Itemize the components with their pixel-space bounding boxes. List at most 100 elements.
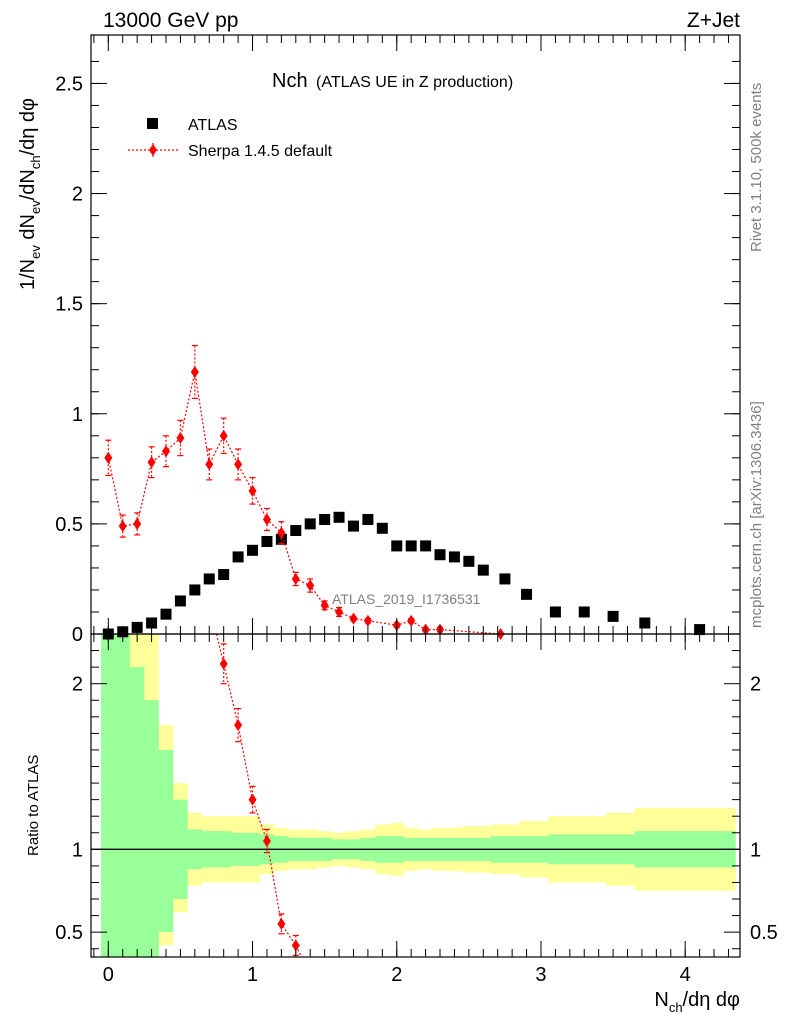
atlas-data-point [362,513,374,525]
mcplots-label: mcplots.cern.ch [arXiv:1306.3436] [748,401,765,628]
ratio-sherpa-line [215,633,303,958]
main-panel-marks [102,344,706,640]
atlas-data-point [146,617,158,629]
atlas-data-point [203,573,215,585]
atlas-data-point [420,540,432,552]
sherpa-data-point [248,484,257,497]
plot-title-main: Nch [272,70,308,92]
legend-sherpa-label: Sherpa 1.4.5 default [188,143,333,160]
atlas-data-point [477,564,489,576]
atlas-data-point [376,522,388,534]
ratio-uncertainty-bands [91,634,740,957]
xtick-label: 4 [680,964,691,986]
legend-atlas-label: ATLAS [188,117,238,134]
atlas-data-point [247,544,259,556]
sherpa-data-point [118,520,127,533]
atlas-data-point [639,617,651,629]
ratio-panel-marks [215,633,303,958]
atlas-data-point [160,608,172,620]
axes: 0 0.5 1 1.5 2 2.5 0 1 2 3 4 0.5 0.5 1 1 2 2 [55,34,778,986]
atlas-data-point [463,555,475,567]
ratio-ytick-label: 2 [72,674,83,696]
sherpa-data-point [147,456,156,469]
atlas-data-point [549,606,561,618]
ratio-ylabel: Ratio to ATLAS [25,755,42,856]
xtick-label: 1 [247,964,258,986]
sherpa-data-point [407,614,416,627]
xtick-label: 2 [391,964,402,986]
xlabel-sub: ch [669,1000,683,1015]
ratio-band-inner [101,634,736,957]
atlas-data-point [578,606,590,618]
main-ylabel-mid2: /dN [17,169,39,200]
atlas-data-point [405,540,417,552]
main-ytick-label: 2.5 [55,73,83,95]
atlas-data-point [304,518,316,530]
sherpa-data-point [320,599,329,612]
sherpa-data-point [363,614,372,627]
ratio-sherpa-point [277,917,286,930]
header-energy: 13000 GeV pp [103,9,238,32]
atlas-data-point [347,520,359,532]
sherpa-data-point [306,579,315,592]
sherpa-data-point [349,612,358,625]
atlas-data-point [333,511,345,523]
atlas-data-point [434,549,446,561]
sherpa-data-point [205,458,214,471]
atlas-data-point [232,551,244,563]
sherpa-data-point [234,458,243,471]
atlas-data-point [261,536,273,548]
sherpa-data-point [291,572,300,585]
ratio-sherpa-point [248,793,257,806]
ratio-sherpa-point [234,719,243,732]
main-ylabel-sub3: ch [28,155,43,169]
header-process: Z+Jet [687,9,740,32]
sherpa-data-point [104,451,113,464]
ratio-band-outer [101,634,736,957]
sherpa-data-point [335,605,344,618]
sherpa-data-point [277,526,286,539]
sherpa-data-point [161,445,170,458]
analysis-watermark: ATLAS_2019_I1736531 [332,591,481,607]
xlabel-main: N [654,989,668,1011]
main-ytick-label: 0.5 [55,514,83,536]
xtick-label: 3 [535,964,546,986]
ratio-sherpa-point [262,835,271,848]
sherpa-data-point [176,432,185,445]
ratio-ytick-label: 0.5 [55,922,83,944]
main-ylabel-sub1: ev [28,245,43,259]
atlas-data-point [499,573,511,585]
legend-sherpa-marker [149,144,157,156]
ratio-ytick-label-right: 1 [750,839,761,861]
atlas-data-point [521,588,533,600]
xlabel: Nch/dη dφ [654,989,740,1015]
xtick-label: 0 [103,964,114,986]
main-ylabel-sub2: ev [28,200,43,214]
ratio-sherpa-point [219,657,228,670]
ratio-frame [90,633,741,958]
sherpa-data-point [219,429,228,442]
plot-title: Nch (ATLAS UE in Z production) [272,70,513,92]
main-ylabel-mid: dN [17,214,39,245]
rivet-label: Rivet 3.1.10, 500k events [748,83,765,252]
legend: ATLAS Sherpa 1.4.5 default [128,117,333,160]
sherpa-data-point [133,517,142,530]
atlas-data-point [189,584,201,596]
ratio-ytick-label: 1 [72,839,83,861]
main-ytick-label: 0 [72,624,83,646]
sherpa-data-point [190,365,199,378]
xlabel-suffix: /dη dφ [683,989,740,1011]
legend-atlas-marker [147,118,158,129]
atlas-data-point [391,540,403,552]
main-ytick-label: 1.5 [55,294,83,316]
plot-title-sub: (ATLAS UE in Z production) [316,74,513,91]
ratio-ytick-label-right: 0.5 [750,922,778,944]
main-ytick-label: 2 [72,184,83,206]
main-ylabel-suffix: /dη dφ [17,98,39,155]
ratio-ytick-label-right: 2 [750,674,761,696]
atlas-data-point [174,595,186,607]
atlas-data-point [319,513,331,525]
atlas-data-point [218,569,230,581]
atlas-data-point [448,551,460,563]
